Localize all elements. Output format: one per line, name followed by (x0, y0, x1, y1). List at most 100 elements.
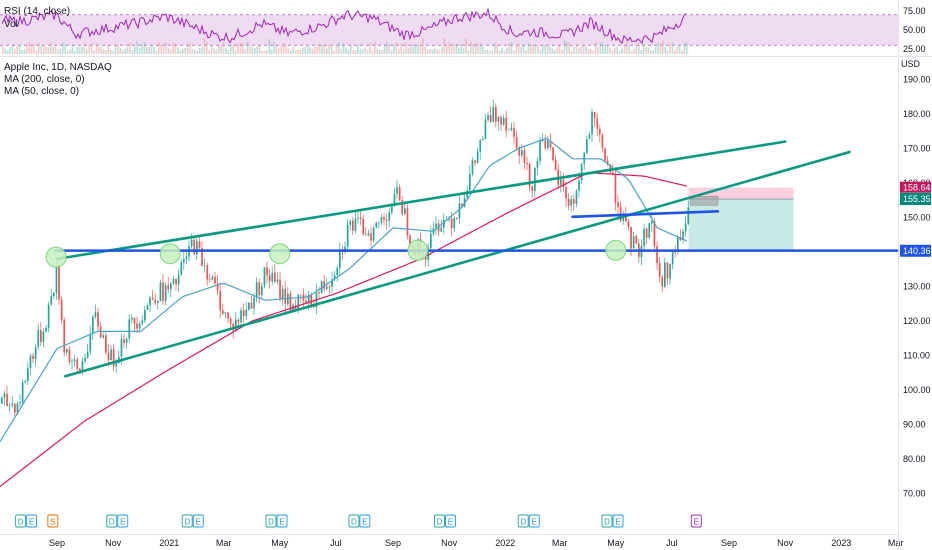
candle-body[interactable] (388, 212, 391, 221)
candle-body[interactable] (458, 203, 461, 219)
trend-line-neckline[interactable] (571, 209, 720, 219)
candle-body[interactable] (500, 116, 502, 125)
candle-body[interactable] (201, 248, 203, 266)
candle-body[interactable] (565, 187, 567, 199)
candle-body[interactable] (435, 223, 437, 229)
candle-body[interactable] (123, 339, 125, 343)
candle-body[interactable] (128, 319, 131, 339)
candle-body[interactable] (570, 199, 573, 206)
candle-body[interactable] (367, 233, 370, 236)
candle-body[interactable] (534, 167, 536, 192)
candle-body[interactable] (97, 312, 99, 327)
candle-body[interactable] (648, 223, 651, 238)
candle-body[interactable] (131, 317, 133, 320)
candle-body[interactable] (196, 241, 198, 255)
candle-body[interactable] (32, 355, 34, 360)
candle-body[interactable] (593, 111, 596, 119)
candle-body[interactable] (224, 312, 227, 314)
candle-body[interactable] (63, 319, 66, 353)
candle-body[interactable] (510, 127, 513, 130)
candle-body[interactable] (333, 275, 336, 280)
candle-body[interactable] (375, 223, 378, 228)
price-scale[interactable]: 190.00180.00170.00160.00150.00140.00130.… (898, 0, 932, 550)
candle-body[interactable] (406, 208, 409, 236)
candle-body[interactable] (209, 279, 211, 281)
ma50-legend[interactable]: MA (50, close, 0) (4, 86, 79, 97)
candle-body[interactable] (393, 193, 396, 207)
candle-body[interactable] (16, 403, 19, 413)
candle-body[interactable] (370, 233, 372, 241)
candle-body[interactable] (34, 346, 37, 360)
candle-body[interactable] (378, 222, 380, 224)
price-panel[interactable] (0, 99, 900, 487)
candle-body[interactable] (484, 119, 487, 140)
candle-body[interactable] (99, 326, 102, 338)
candle-body[interactable] (427, 248, 430, 260)
candle-body[interactable] (58, 266, 60, 300)
candle-body[interactable] (76, 359, 79, 369)
candle-body[interactable] (141, 320, 144, 324)
candle-body[interactable] (567, 198, 570, 206)
candle-body[interactable] (536, 160, 539, 168)
candle-body[interactable] (523, 150, 526, 163)
candle-body[interactable] (450, 218, 453, 229)
candle-body[interactable] (596, 118, 599, 129)
candle-body[interactable] (609, 164, 612, 173)
candle-body[interactable] (614, 174, 617, 203)
touch-point-circle[interactable] (269, 243, 291, 265)
rsi-line[interactable] (1, 7, 687, 45)
trend-line-lower-channel[interactable] (63, 150, 851, 378)
touch-point-circle[interactable] (45, 246, 67, 268)
candle-body[interactable] (216, 283, 219, 291)
candle-body[interactable] (185, 256, 188, 260)
candle-body[interactable] (120, 339, 123, 357)
candle-body[interactable] (323, 281, 326, 289)
candle-body[interactable] (479, 139, 482, 152)
candle-body[interactable] (219, 290, 222, 311)
candle-body[interactable] (469, 174, 471, 191)
candle-body[interactable] (466, 190, 469, 199)
candle-body[interactable] (203, 265, 206, 267)
candle-body[interactable] (539, 140, 541, 161)
candle-body[interactable] (456, 218, 458, 220)
candle-body[interactable] (47, 304, 50, 328)
candle-body[interactable] (502, 117, 505, 125)
candle-body[interactable] (365, 234, 367, 236)
candle-body[interactable] (339, 249, 341, 268)
candle-body[interactable] (162, 282, 164, 301)
candle-body[interactable] (105, 335, 107, 353)
candle-body[interactable] (68, 349, 71, 362)
candle-body[interactable] (3, 393, 6, 398)
candle-body[interactable] (677, 237, 679, 253)
candle-body[interactable] (669, 264, 671, 279)
candle-body[interactable] (102, 335, 105, 338)
candle-body[interactable] (159, 282, 162, 302)
candle-body[interactable] (240, 310, 242, 323)
candle-body[interactable] (562, 179, 565, 188)
candle-body[interactable] (310, 295, 313, 306)
candle-body[interactable] (630, 226, 632, 249)
candle-body[interactable] (175, 278, 177, 285)
candle-body[interactable] (198, 241, 201, 249)
candle-body[interactable] (297, 294, 300, 310)
candle-body[interactable] (66, 349, 68, 353)
candle-body[interactable] (497, 116, 500, 122)
candle-body[interactable] (482, 139, 484, 140)
candle-body[interactable] (21, 382, 24, 403)
candle-body[interactable] (261, 286, 263, 296)
candle-body[interactable] (115, 362, 118, 367)
candle-body[interactable] (612, 172, 614, 175)
candle-body[interactable] (554, 159, 557, 170)
candle-body[interactable] (305, 300, 307, 304)
candle-body[interactable] (362, 218, 365, 235)
time-axis[interactable]: Sep Nov 2021 Mar May Jul Sep Nov 2022 Mar May Jul Se… (0, 534, 903, 549)
candle-body[interactable] (81, 361, 84, 371)
candle-body[interactable] (37, 330, 40, 347)
candle-body[interactable] (372, 227, 375, 241)
candle-body[interactable] (133, 317, 136, 324)
